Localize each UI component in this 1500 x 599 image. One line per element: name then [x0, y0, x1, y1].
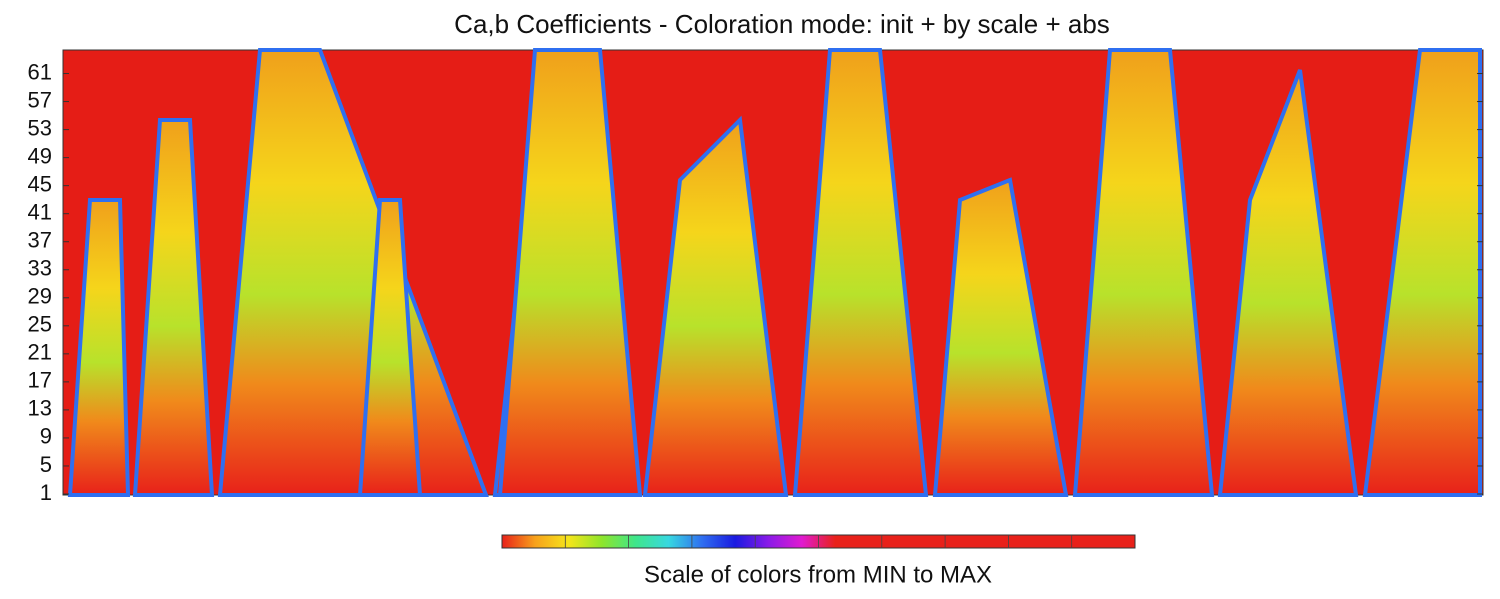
y-tick-label: 33	[28, 256, 52, 281]
colorbar-label: Scale of colors from MIN to MAX	[644, 561, 992, 588]
y-tick-label: 1	[40, 480, 52, 505]
y-tick-label: 13	[28, 396, 52, 421]
y-tick-label: 17	[28, 368, 52, 393]
scale-pattern	[67, 48, 1482, 497]
y-tick-label: 41	[28, 199, 52, 224]
y-tick-label: 49	[28, 143, 52, 168]
y-tick-label: 5	[40, 452, 52, 477]
colorbar	[501, 534, 1136, 549]
y-axis: 1 5 9 13 17 21 25 29 33 37 41 45 49 53 57 61	[28, 59, 1483, 505]
y-tick-label: 29	[28, 284, 52, 309]
chart-title: Ca,b Coefficients - Coloration mode: ini…	[454, 9, 1110, 39]
y-tick-label: 21	[28, 340, 52, 365]
y-tick-label: 37	[28, 228, 52, 253]
y-tick-label: 45	[28, 171, 52, 196]
y-tick-label: 57	[28, 87, 52, 112]
y-tick-label: 53	[28, 115, 52, 140]
y-tick-label: 61	[28, 59, 52, 84]
y-tick-label: 25	[28, 312, 52, 337]
y-tick-label: 9	[40, 424, 52, 449]
heatmap	[62, 48, 1484, 497]
